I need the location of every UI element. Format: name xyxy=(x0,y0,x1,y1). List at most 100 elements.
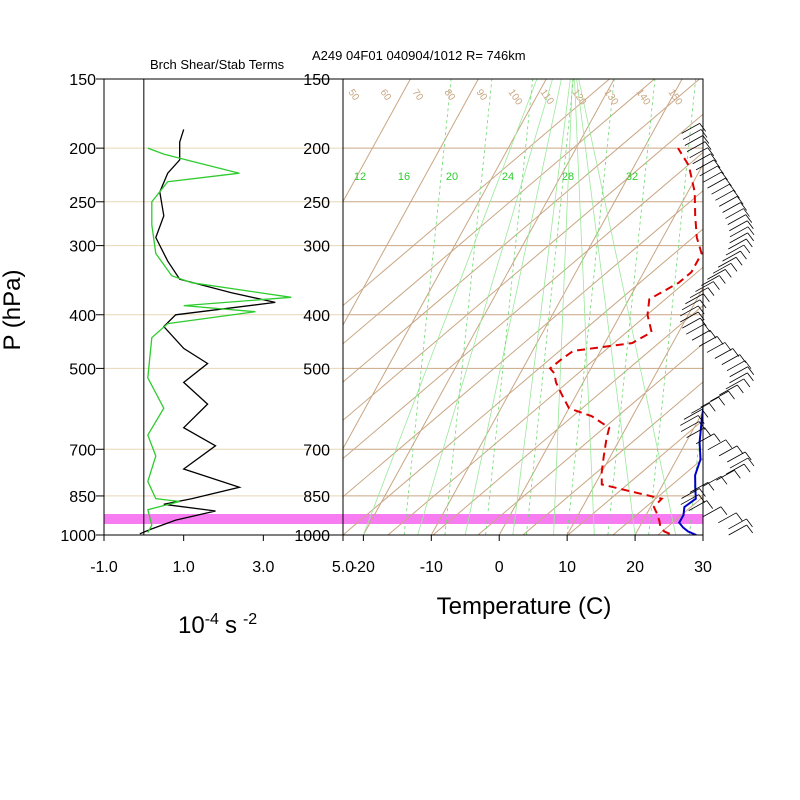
isotherm--30 xyxy=(343,79,547,450)
wind-barb xyxy=(725,244,745,256)
left-series-0 xyxy=(139,129,276,535)
xlabel-base: 10 xyxy=(178,612,205,639)
wind-barb-flag xyxy=(746,518,753,528)
left-ytick-200: 200 xyxy=(69,141,96,158)
wind-barb xyxy=(726,360,746,372)
dry-adiabat--2 xyxy=(343,151,703,460)
moist-adiabat-0 xyxy=(363,79,538,535)
wind-barb xyxy=(729,220,748,232)
wind-barb-flag xyxy=(747,220,754,229)
dry-adiabat-2 xyxy=(432,304,703,535)
top-isotherm-label-50: 50 xyxy=(346,87,362,103)
dry-adiabat--6 xyxy=(343,79,610,307)
wind-barb-flag xyxy=(701,409,709,418)
wind-barb-flag xyxy=(724,269,732,278)
wind-barb-flag xyxy=(713,159,721,169)
right-panel-title: A249 04F01 040904/1012 R= 746km xyxy=(312,48,526,63)
xlabel-unit: s xyxy=(225,612,237,639)
wind-barb-flag xyxy=(744,360,752,369)
right-ytick-700: 700 xyxy=(303,442,330,459)
wind-barb-flag xyxy=(744,451,752,461)
wind-barb-flag xyxy=(735,512,743,522)
mixing-ratio-label-24: 24 xyxy=(502,171,514,183)
wind-barb xyxy=(718,445,738,457)
right-ytick-150: 150 xyxy=(303,72,330,89)
wind-barb xyxy=(695,281,714,292)
wind-barb xyxy=(680,305,699,317)
right-ytick-200: 200 xyxy=(303,141,330,158)
wind-barb-flag xyxy=(704,427,711,436)
wind-barb xyxy=(707,177,726,189)
wind-barb xyxy=(685,293,704,305)
wind-barb-flag xyxy=(699,488,706,497)
right-ytick-400: 400 xyxy=(303,308,330,325)
wind-barb xyxy=(681,123,700,134)
wind-barb xyxy=(700,396,719,408)
wind-barb-flag xyxy=(709,330,717,339)
right-xtick-1: -10 xyxy=(420,559,443,576)
isotherm-30 xyxy=(702,533,703,535)
wind-barb-flag xyxy=(720,506,728,515)
wind-barb-flag xyxy=(707,147,715,156)
top-isotherm-label-90: 90 xyxy=(474,87,490,103)
wind-barb xyxy=(729,366,748,378)
wind-barb-flag xyxy=(743,378,751,388)
wind-barb xyxy=(686,141,706,152)
left-panel-title: Brch Shear/Stab Terms xyxy=(150,57,285,72)
wind-barb xyxy=(689,482,709,493)
right-series-0 xyxy=(677,402,703,535)
wind-barb xyxy=(701,275,720,286)
dry-adiabat-10 xyxy=(793,79,800,535)
wind-barb xyxy=(712,262,732,274)
wind-barb-flag xyxy=(740,250,747,260)
wind-barb xyxy=(682,317,701,329)
wind-barb-flag xyxy=(706,500,714,509)
wind-barb-flag xyxy=(699,123,707,132)
wind-barb xyxy=(722,202,741,213)
wind-barb xyxy=(729,232,748,244)
isotherm-40 xyxy=(771,79,800,535)
wind-barb-flag xyxy=(747,232,754,242)
left-series-1 xyxy=(147,147,292,533)
wind-barb-flag xyxy=(745,214,753,223)
wind-barb-flag xyxy=(728,390,735,400)
wind-barb xyxy=(699,165,718,177)
dry-adiabat-6 xyxy=(612,457,703,535)
wind-barb-flag xyxy=(707,482,715,491)
left-ytick-850: 850 xyxy=(69,489,96,506)
wind-barb-flag xyxy=(747,372,754,382)
wind-barb xyxy=(703,171,722,183)
wind-barb xyxy=(718,512,737,524)
wind-barb-flag xyxy=(703,293,710,302)
wind-barb-flag xyxy=(736,445,744,455)
wind-barb xyxy=(722,250,741,262)
dry-adiabat-1 xyxy=(387,266,703,535)
wind-barb-flag xyxy=(708,403,716,412)
wind-barb-flag xyxy=(725,177,732,187)
wind-barb-flag xyxy=(699,299,707,309)
left-ytick-700: 700 xyxy=(69,442,96,459)
wind-barb xyxy=(691,329,711,341)
moist-adiabat-5 xyxy=(574,79,595,535)
dry-adiabat-3 xyxy=(477,343,703,535)
top-isotherm-label-140: 140 xyxy=(634,87,653,107)
wind-barb xyxy=(721,354,740,365)
wind-barb-flag xyxy=(713,433,721,442)
wind-barb xyxy=(706,342,726,353)
right-xtick-5: 30 xyxy=(694,559,712,576)
dry-adiabat-4 xyxy=(522,381,703,535)
wind-barb xyxy=(729,226,749,238)
right-series-1 xyxy=(548,147,703,535)
left-ytick-500: 500 xyxy=(69,361,96,378)
dry-adiabat-0 xyxy=(343,228,703,535)
wind-barb xyxy=(688,500,707,512)
wind-barb-flag xyxy=(718,396,725,406)
isotherm--20 xyxy=(362,79,615,535)
wind-barb xyxy=(715,189,734,201)
wind-barb xyxy=(691,402,710,414)
wind-barb-flag xyxy=(700,129,708,138)
wind-barb-flag xyxy=(737,384,744,394)
wind-barb-flag xyxy=(743,463,751,473)
wind-barb-flag xyxy=(740,202,747,211)
